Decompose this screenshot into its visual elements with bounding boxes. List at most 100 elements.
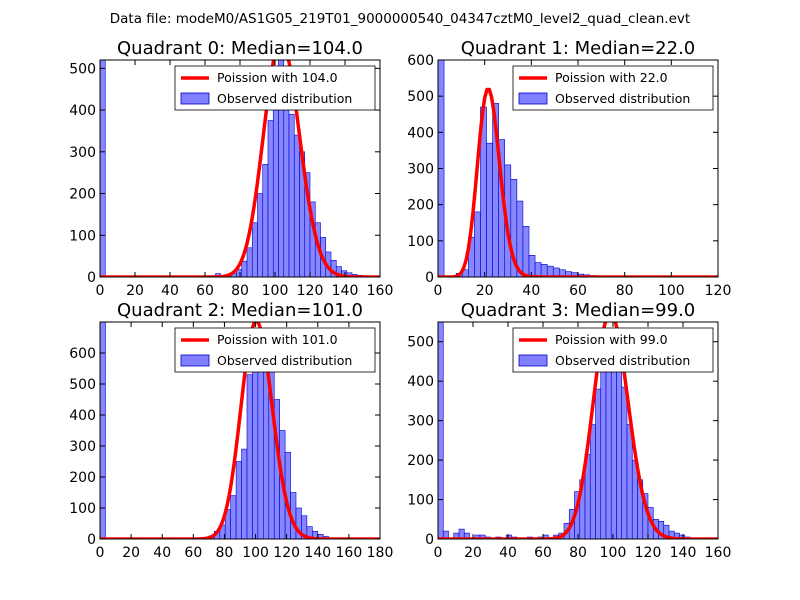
y-tick-label: 500: [69, 377, 96, 393]
y-tick-label: 200: [69, 187, 96, 203]
x-tick-label: 40: [522, 283, 540, 299]
histogram-bar: [474, 211, 481, 277]
legend-label-poisson: Poission with 22.0: [555, 70, 668, 85]
x-tick-label: 180: [367, 545, 394, 561]
quadrant-0-panel: 0 20 40 60 80 100 120 140 160 0 100 200 300 400 500 Qua…: [69, 38, 393, 299]
histogram-bar: [251, 222, 258, 277]
histogram-bar: [534, 262, 542, 277]
x-tick-label: 20: [122, 545, 140, 561]
legend-bar-swatch: [180, 354, 210, 367]
histogram-bar: [621, 386, 628, 539]
histogram-bar: [616, 361, 623, 539]
x-tick-label: 100: [600, 545, 627, 561]
x-tick-label: 60: [534, 545, 552, 561]
histogram-bar: [230, 495, 237, 539]
quadrant-3-panel: 0 20 40 60 80 100 120 140 160 0 100 200 300 400 500 Qua…: [407, 300, 731, 561]
y-tick-label: 100: [69, 228, 96, 244]
axes-frame: [99, 321, 381, 540]
histogram-bar: [589, 424, 596, 539]
x-tick-label: 40: [499, 545, 517, 561]
x-tick-label: 40: [153, 545, 171, 561]
histogram-bar: [257, 193, 264, 277]
histogram-bar: [522, 226, 530, 277]
legend-label-observed: Observed distribution: [555, 91, 690, 106]
x-tick-label: 80: [216, 545, 234, 561]
x-tick-label: 160: [705, 545, 732, 561]
x-tick-label: 20: [126, 283, 144, 299]
y-tick-label: 500: [407, 89, 434, 105]
figure-title: Data file: modeM0/AS1G05_219T01_90000005…: [110, 11, 690, 27]
legend-bar-swatch: [518, 92, 548, 105]
y-tick-label: 100: [69, 501, 96, 517]
y-tick-label: 400: [69, 103, 96, 119]
x-tick-label: 120: [705, 283, 732, 299]
histogram-bar: [463, 532, 470, 539]
panel-title: Quadrant 1: Median=22.0: [461, 38, 696, 59]
x-tick-label: 140: [670, 545, 697, 561]
x-tick-label: 60: [184, 545, 202, 561]
histogram-bar: [262, 164, 269, 277]
x-tick-label: 0: [434, 545, 443, 561]
x-tick-label: 80: [616, 283, 634, 299]
y-tick-label: 100: [407, 493, 434, 509]
quadrant-2-panel: 0 20 40 60 80 100 120 140 160 1800100200300400500…: [69, 300, 393, 561]
y-tick-label: 0: [425, 270, 434, 286]
x-tick-label: 80: [231, 283, 249, 299]
x-tick-label: 140: [332, 283, 359, 299]
x-tick-label: 120: [297, 283, 324, 299]
histogram-bar: [246, 374, 253, 539]
histogram-bar: [528, 255, 536, 277]
panel-title: Quadrant 3: Median=99.0: [461, 300, 696, 321]
histogram-bar: [288, 113, 295, 277]
x-tick-label: 100: [262, 283, 289, 299]
histogram-bar: [267, 120, 274, 277]
x-tick-label: 40: [161, 283, 179, 299]
histogram-bar: [246, 247, 253, 277]
legend: Poission with 101.0 Observed distribution: [174, 327, 376, 373]
y-tick-label: 300: [407, 162, 434, 178]
legend-bar-swatch: [518, 354, 548, 367]
y-tick-label: 200: [407, 453, 434, 469]
poisson-curve: [438, 322, 718, 539]
y-tick-label: 0: [87, 270, 96, 286]
histogram-bar: [283, 84, 290, 277]
x-tick-label: 100: [658, 283, 685, 299]
y-tick-label: 600: [69, 346, 96, 362]
y-tick-label: 300: [69, 145, 96, 161]
panel-title: Quadrant 0: Median=104.0: [117, 38, 363, 59]
legend-label-poisson: Poission with 99.0: [555, 332, 668, 347]
x-tick-label: 80: [569, 545, 587, 561]
histogram-bar: [241, 448, 248, 539]
histogram-bar: [486, 142, 493, 277]
histogram-bar: [100, 60, 106, 277]
x-tick-label: 0: [434, 283, 443, 299]
histogram-bar: [293, 134, 300, 277]
y-tick-label: 0: [425, 532, 434, 548]
x-tick-label: 0: [96, 545, 105, 561]
histogram-bar: [235, 461, 242, 539]
legend: Poission with 22.0 Observed distribution: [512, 65, 714, 111]
x-tick-label: 120: [273, 545, 300, 561]
histogram-bar: [241, 260, 248, 277]
panel-title: Quadrant 2: Median=101.0: [117, 300, 363, 321]
histogram-bar: [272, 86, 279, 277]
poisson-curve: [438, 87, 718, 277]
x-tick-label: 140: [304, 545, 331, 561]
legend-label-observed: Observed distribution: [555, 353, 690, 368]
histogram-bar: [438, 322, 444, 539]
y-tick-label: 500: [69, 61, 96, 77]
histogram-bar: [252, 346, 259, 539]
x-tick-label: 100: [242, 545, 269, 561]
x-tick-label: 120: [635, 545, 662, 561]
legend-label-observed: Observed distribution: [217, 353, 352, 368]
legend-bar-swatch: [180, 92, 210, 105]
x-tick-label: 20: [476, 283, 494, 299]
x-tick-label: 20: [464, 545, 482, 561]
y-tick-label: 400: [407, 374, 434, 390]
x-tick-label: 60: [569, 283, 587, 299]
y-tick-label: 500: [407, 335, 434, 351]
histogram-bar: [626, 424, 633, 539]
x-tick-label: 160: [367, 283, 394, 299]
legend-label-poisson: Poission with 101.0: [217, 332, 338, 347]
